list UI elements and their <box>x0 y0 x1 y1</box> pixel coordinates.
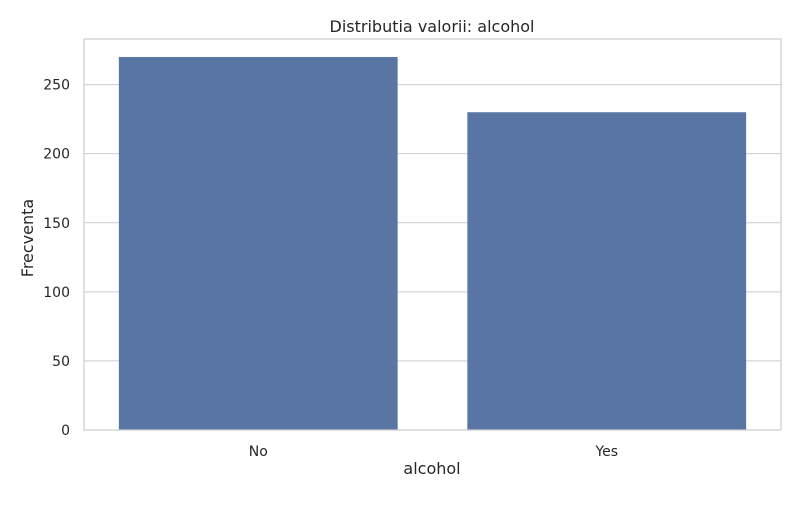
y-tick-label: 0 <box>61 423 70 439</box>
y-tick-label: 200 <box>43 147 70 163</box>
y-tick-labels: 0 50 100 150 200 250 <box>43 78 70 439</box>
bar-no <box>118 56 398 431</box>
x-tick-labels: No Yes <box>249 444 618 460</box>
y-tick-label: 50 <box>52 354 70 370</box>
x-tick-label: No <box>249 444 268 460</box>
y-tick-label: 250 <box>43 78 70 94</box>
chart-title: Distributia valorii: alcohol <box>330 17 535 36</box>
y-axis-title: Frecventa <box>18 199 37 277</box>
x-tick-label: Yes <box>594 444 618 460</box>
bar-yes <box>467 112 747 431</box>
y-tick-label: 100 <box>43 285 70 301</box>
bars <box>118 56 747 431</box>
y-tick-label: 150 <box>43 216 70 232</box>
x-axis-title: alcohol <box>403 459 460 478</box>
plot-frame <box>83 38 782 431</box>
